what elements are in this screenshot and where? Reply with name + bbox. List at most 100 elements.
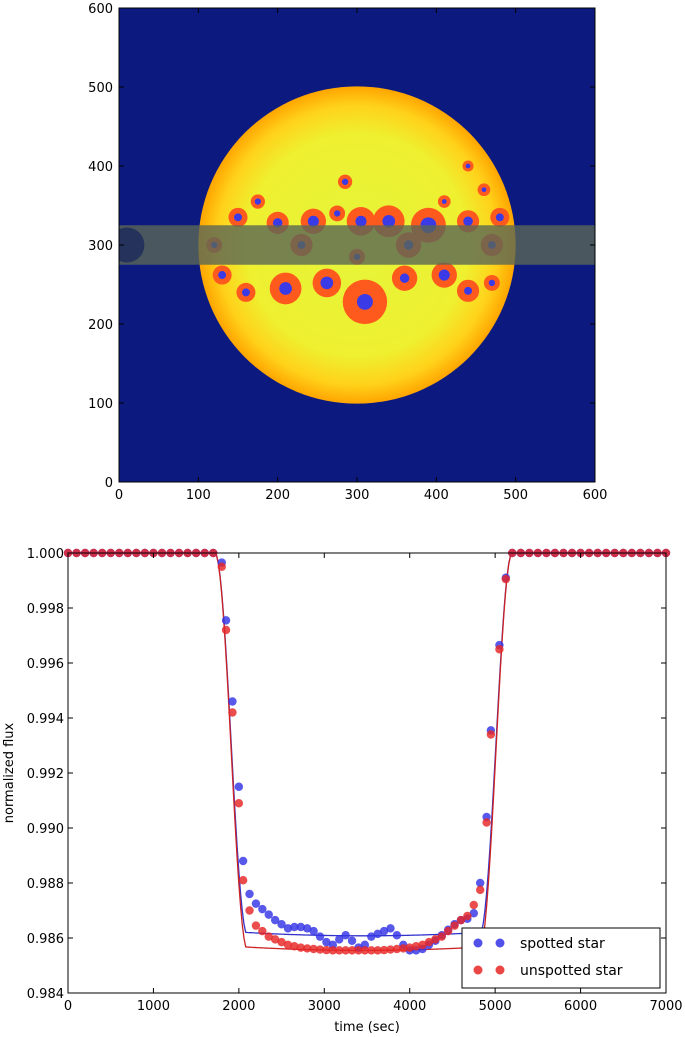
unspotted-point: [328, 946, 338, 955]
unspotted-point: [290, 942, 299, 951]
spot-umbra: [463, 216, 473, 227]
unspotted-point: [431, 935, 440, 944]
legend-marker-unspotted: [473, 965, 483, 975]
unspotted-point: [217, 562, 226, 571]
spotted-point: [251, 899, 261, 908]
y-tick-label: 200: [88, 318, 113, 333]
legend-marker-unspotted: [495, 965, 505, 975]
legend-marker-spotted: [495, 938, 505, 948]
y-tick-label: 0: [105, 476, 113, 491]
unspotted-point: [245, 906, 254, 915]
y-tick-label: 1.000: [27, 547, 64, 562]
spot-umbra: [279, 282, 292, 295]
spot-umbra: [254, 198, 262, 205]
x-tick-label: 200: [265, 488, 290, 503]
x-tick-label: 3000: [308, 999, 341, 1014]
unspotted-point: [418, 940, 427, 950]
unspotted-point: [264, 932, 273, 941]
unspotted-point: [335, 946, 344, 955]
unspotted-point: [347, 946, 357, 955]
legend: spotted star unspotted star: [461, 927, 661, 989]
x-tick-label: 7000: [649, 999, 682, 1014]
spotted-point: [475, 878, 485, 888]
spot-umbra: [307, 215, 319, 227]
spotted-point: [315, 932, 325, 941]
spot-umbra: [333, 210, 341, 217]
image-axes: 0 100 200 300 400 500 600 0 100 200 300 400 500 600: [88, 2, 607, 503]
spotted-point: [258, 904, 267, 914]
spot-umbra: [438, 269, 450, 281]
spot-umbra: [495, 213, 504, 222]
light-curve-panel: 0 1000 2000 3000 4000 5000 6000 7000 0.984 0.986 0…: [2, 547, 683, 1035]
y-tick-label: 300: [88, 239, 113, 254]
unspotted-point: [303, 944, 312, 953]
unspotted-point: [475, 885, 485, 895]
unspotted-point: [399, 944, 408, 953]
y-tick-label: 0.998: [27, 602, 64, 617]
unspotted-point: [486, 730, 496, 739]
spot-umbra: [465, 163, 471, 169]
spot-umbra: [382, 214, 396, 228]
spotted-point: [283, 924, 293, 933]
spotted-point: [228, 697, 237, 706]
unspotted-point: [482, 818, 491, 827]
spotted-point: [290, 922, 299, 932]
spotted-point: [322, 937, 331, 947]
x-tick-label: 600: [583, 488, 608, 503]
spot-umbra: [218, 271, 227, 279]
spotted-point: [347, 936, 357, 945]
spot-umbra: [399, 273, 410, 283]
legend-marker-spotted: [473, 938, 483, 948]
x-tick-label: 300: [345, 488, 370, 503]
spot-umbra: [341, 178, 349, 185]
unspotted-point: [437, 932, 446, 941]
x-tick-label: 0: [64, 999, 72, 1014]
spotted-point: [309, 926, 318, 936]
spotted-point: [379, 926, 389, 936]
unspotted-point: [360, 946, 370, 955]
unspotted-point: [315, 945, 325, 954]
unspotted-point: [277, 937, 286, 947]
unspotted-point: [424, 937, 434, 947]
unspotted-point: [221, 625, 231, 635]
unspotted-point: [322, 945, 331, 955]
x-tick-label: 4000: [393, 999, 426, 1014]
spotted-point: [221, 616, 231, 625]
unspotted-point: [341, 946, 350, 955]
spot-umbra: [488, 279, 496, 287]
x-tick-label: 2000: [222, 999, 255, 1014]
unspotted-point: [238, 876, 248, 885]
spot-umbra: [241, 288, 250, 297]
y-tick-label: 100: [88, 397, 113, 412]
x-tick-label: 100: [186, 488, 211, 503]
unspotted-point: [456, 915, 466, 925]
spot-umbra: [481, 187, 487, 193]
unspotted-point: [258, 926, 267, 936]
spotted-point: [469, 909, 478, 918]
spotted-point: [367, 932, 376, 941]
spotted-point: [386, 924, 395, 933]
spot-umbra: [234, 213, 242, 222]
unspotted-point: [469, 900, 478, 910]
unspotted-point: [392, 944, 402, 954]
legend-label-spotted: spotted star: [520, 936, 605, 952]
unspotted-point: [228, 708, 237, 717]
spotted-point: [270, 915, 280, 925]
x-tick-label: 400: [424, 488, 449, 503]
unspotted-point: [309, 944, 318, 954]
legend-label-unspotted: unspotted star: [520, 963, 623, 979]
spotted-point: [373, 929, 382, 939]
spotted-point: [277, 920, 286, 929]
unspotted-point: [234, 799, 244, 808]
spotted-point: [238, 856, 248, 866]
spot-umbra: [464, 286, 473, 295]
unspotted-point: [373, 946, 382, 955]
spot-umbra: [320, 276, 334, 290]
unspotted-point: [283, 940, 293, 950]
y-tick-label: 0.996: [27, 657, 64, 672]
y-tick-label: 0.994: [27, 712, 64, 727]
unspotted-point: [354, 946, 363, 955]
x-tick-label: 5000: [479, 999, 512, 1014]
y-tick-label: 0.984: [27, 987, 64, 1002]
